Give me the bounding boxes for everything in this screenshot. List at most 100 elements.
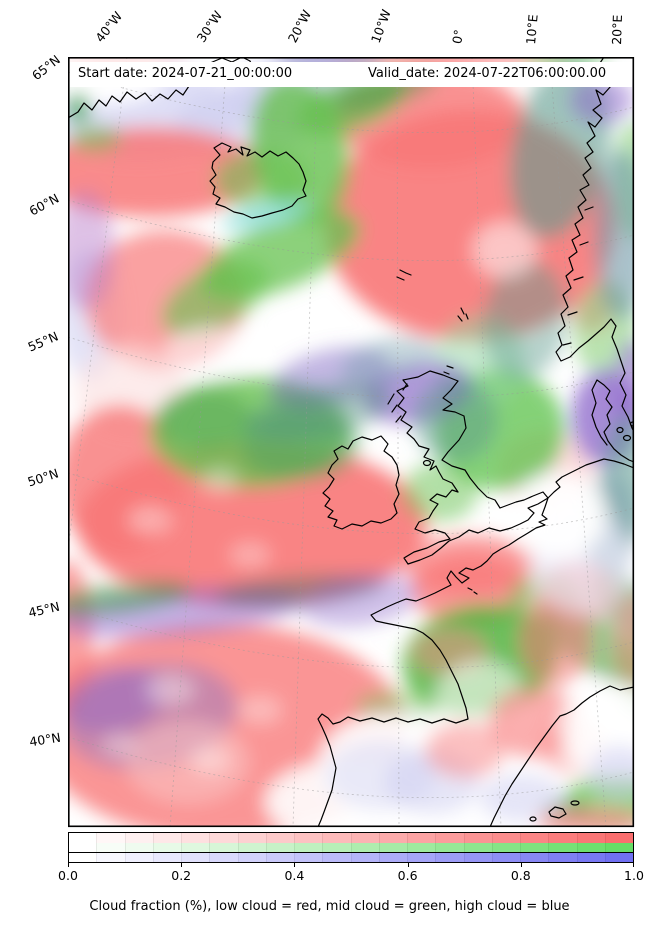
coast-danish-isle: [622, 434, 632, 442]
coast-norway-fjords: [562, 206, 594, 346]
colorbar-segment: [181, 852, 210, 863]
colorbar-segment: [407, 833, 436, 843]
colorbar-segment: [604, 833, 633, 843]
colorbar-tick: [68, 863, 69, 868]
colorbar-segment: [294, 852, 323, 863]
colorbar-tick: [181, 863, 183, 868]
colorbar-tick: [520, 863, 522, 868]
colorbar-segment: [491, 852, 520, 863]
colorbar-segment: [265, 842, 294, 853]
coast-shetland: [457, 307, 469, 322]
colorbar-segment: [265, 833, 294, 843]
coast-channel-islands: [467, 587, 478, 595]
coast-great-britain: [396, 370, 549, 565]
coast-mediterranean: [489, 685, 634, 827]
colorbar-high-cloud: [68, 851, 634, 864]
colorbar-segment: [463, 852, 492, 863]
colorbar-segment: [322, 842, 351, 853]
colorbar-segment: [435, 833, 464, 843]
colorbar-tick-label: 0.2: [171, 868, 192, 884]
colorbar-segment: [237, 842, 266, 853]
colorbar-segment: [237, 833, 266, 843]
valid-date-label: Valid_date: 2024-07-22T06:00:00.00: [368, 66, 607, 81]
colorbar-segment: [548, 833, 577, 843]
coast-danish-isle: [616, 426, 624, 434]
coast-mallorca: [548, 806, 567, 819]
colorbar-segment: [548, 852, 577, 863]
colorbar-segment: [294, 842, 323, 853]
colorbar-segment: [491, 842, 520, 853]
colorbar-segment: [124, 833, 153, 843]
map-title-bar: Start date: 2024-07-21_00:00:00 Valid_da…: [70, 62, 632, 87]
colorbar-segment: [576, 833, 605, 843]
colorbar-segment: [322, 852, 351, 863]
coast-denmark: [591, 379, 634, 463]
colorbar-segment: [124, 842, 153, 853]
colorbar-tick: [632, 863, 634, 868]
colorbar-segment: [209, 852, 238, 863]
colorbar-segment: [265, 852, 294, 863]
map-frame: [68, 56, 635, 828]
colorbar-segment: [181, 842, 210, 853]
coast-orkney: [443, 365, 454, 375]
colorbar-segment: [209, 833, 238, 843]
cloud-raster: [68, 57, 634, 827]
coast-hebrides: [387, 383, 408, 423]
colorbar-segment: [463, 833, 492, 843]
coast-arctic-speck: [209, 57, 253, 67]
colorbar-segment: [520, 842, 549, 853]
coast-faroe: [396, 269, 412, 281]
colorbar-segment: [576, 842, 605, 853]
colorbar-tick-label: 0.4: [284, 868, 305, 884]
colorbar-group: 0.0 0.2 0.4 0.6 0.8 1.0: [58, 832, 644, 885]
colorbar-segment: [491, 833, 520, 843]
colorbar-segment: [69, 833, 97, 843]
colorbar-segment: [378, 833, 407, 843]
coast-menorca: [570, 800, 580, 806]
coast-france-iberia: [317, 458, 634, 827]
colorbar-segment: [152, 833, 181, 843]
colorbar-segment: [604, 852, 633, 863]
colorbar-segment: [152, 852, 181, 863]
coast-iceland: [209, 142, 307, 219]
colorbar-segment: [378, 842, 407, 853]
colorbar-axis: 0.0 0.2 0.4 0.6 0.8 1.0: [58, 863, 644, 885]
start-date-label: Start date: 2024-07-21_00:00:00: [78, 66, 293, 81]
colorbar-segment: [96, 833, 125, 843]
lon-tick-label-10e: 10°E: [523, 13, 541, 46]
colorbar-segment: [407, 852, 436, 863]
colorbar-segment: [350, 833, 379, 843]
colorbar-tick-label: 0.6: [397, 868, 418, 884]
lon-tick-label-0: 0°: [449, 28, 467, 45]
colorbar-segment: [576, 852, 605, 863]
colorbar-segment: [350, 852, 379, 863]
colorbar-tick-label: 0.8: [510, 868, 531, 884]
colorbar-segment: [96, 842, 125, 853]
colorbar-segment: [322, 833, 351, 843]
colorbar-segment: [435, 852, 464, 863]
figure-caption: Cloud fraction (%), low cloud = red, mid…: [89, 899, 570, 914]
colorbar-segment: [209, 842, 238, 853]
colorbar-segment: [294, 833, 323, 843]
colorbar-segment: [520, 852, 549, 863]
colorbar-segment: [96, 852, 125, 863]
colorbar-tick: [407, 863, 409, 868]
colorbar-tick-label: 1.0: [624, 868, 644, 884]
coast-norway-sweden: [555, 57, 634, 433]
coast-isle-of-man: [422, 459, 432, 467]
colorbar-segment: [350, 842, 379, 853]
colorbar-tick: [294, 863, 296, 868]
colorbar-mid-cloud: [68, 841, 634, 854]
lon-tick-label-20e: 20°E: [609, 14, 626, 46]
coast-ireland: [322, 435, 400, 530]
colorbar-segment: [237, 852, 266, 863]
colorbar-segment: [69, 842, 97, 853]
coast-greenland: [68, 85, 190, 119]
colorbar-segment: [520, 833, 549, 843]
coastlines: [68, 57, 634, 827]
colorbar-low-cloud: [68, 832, 634, 844]
coast-ibiza: [529, 816, 537, 822]
colorbar-segment: [378, 852, 407, 863]
